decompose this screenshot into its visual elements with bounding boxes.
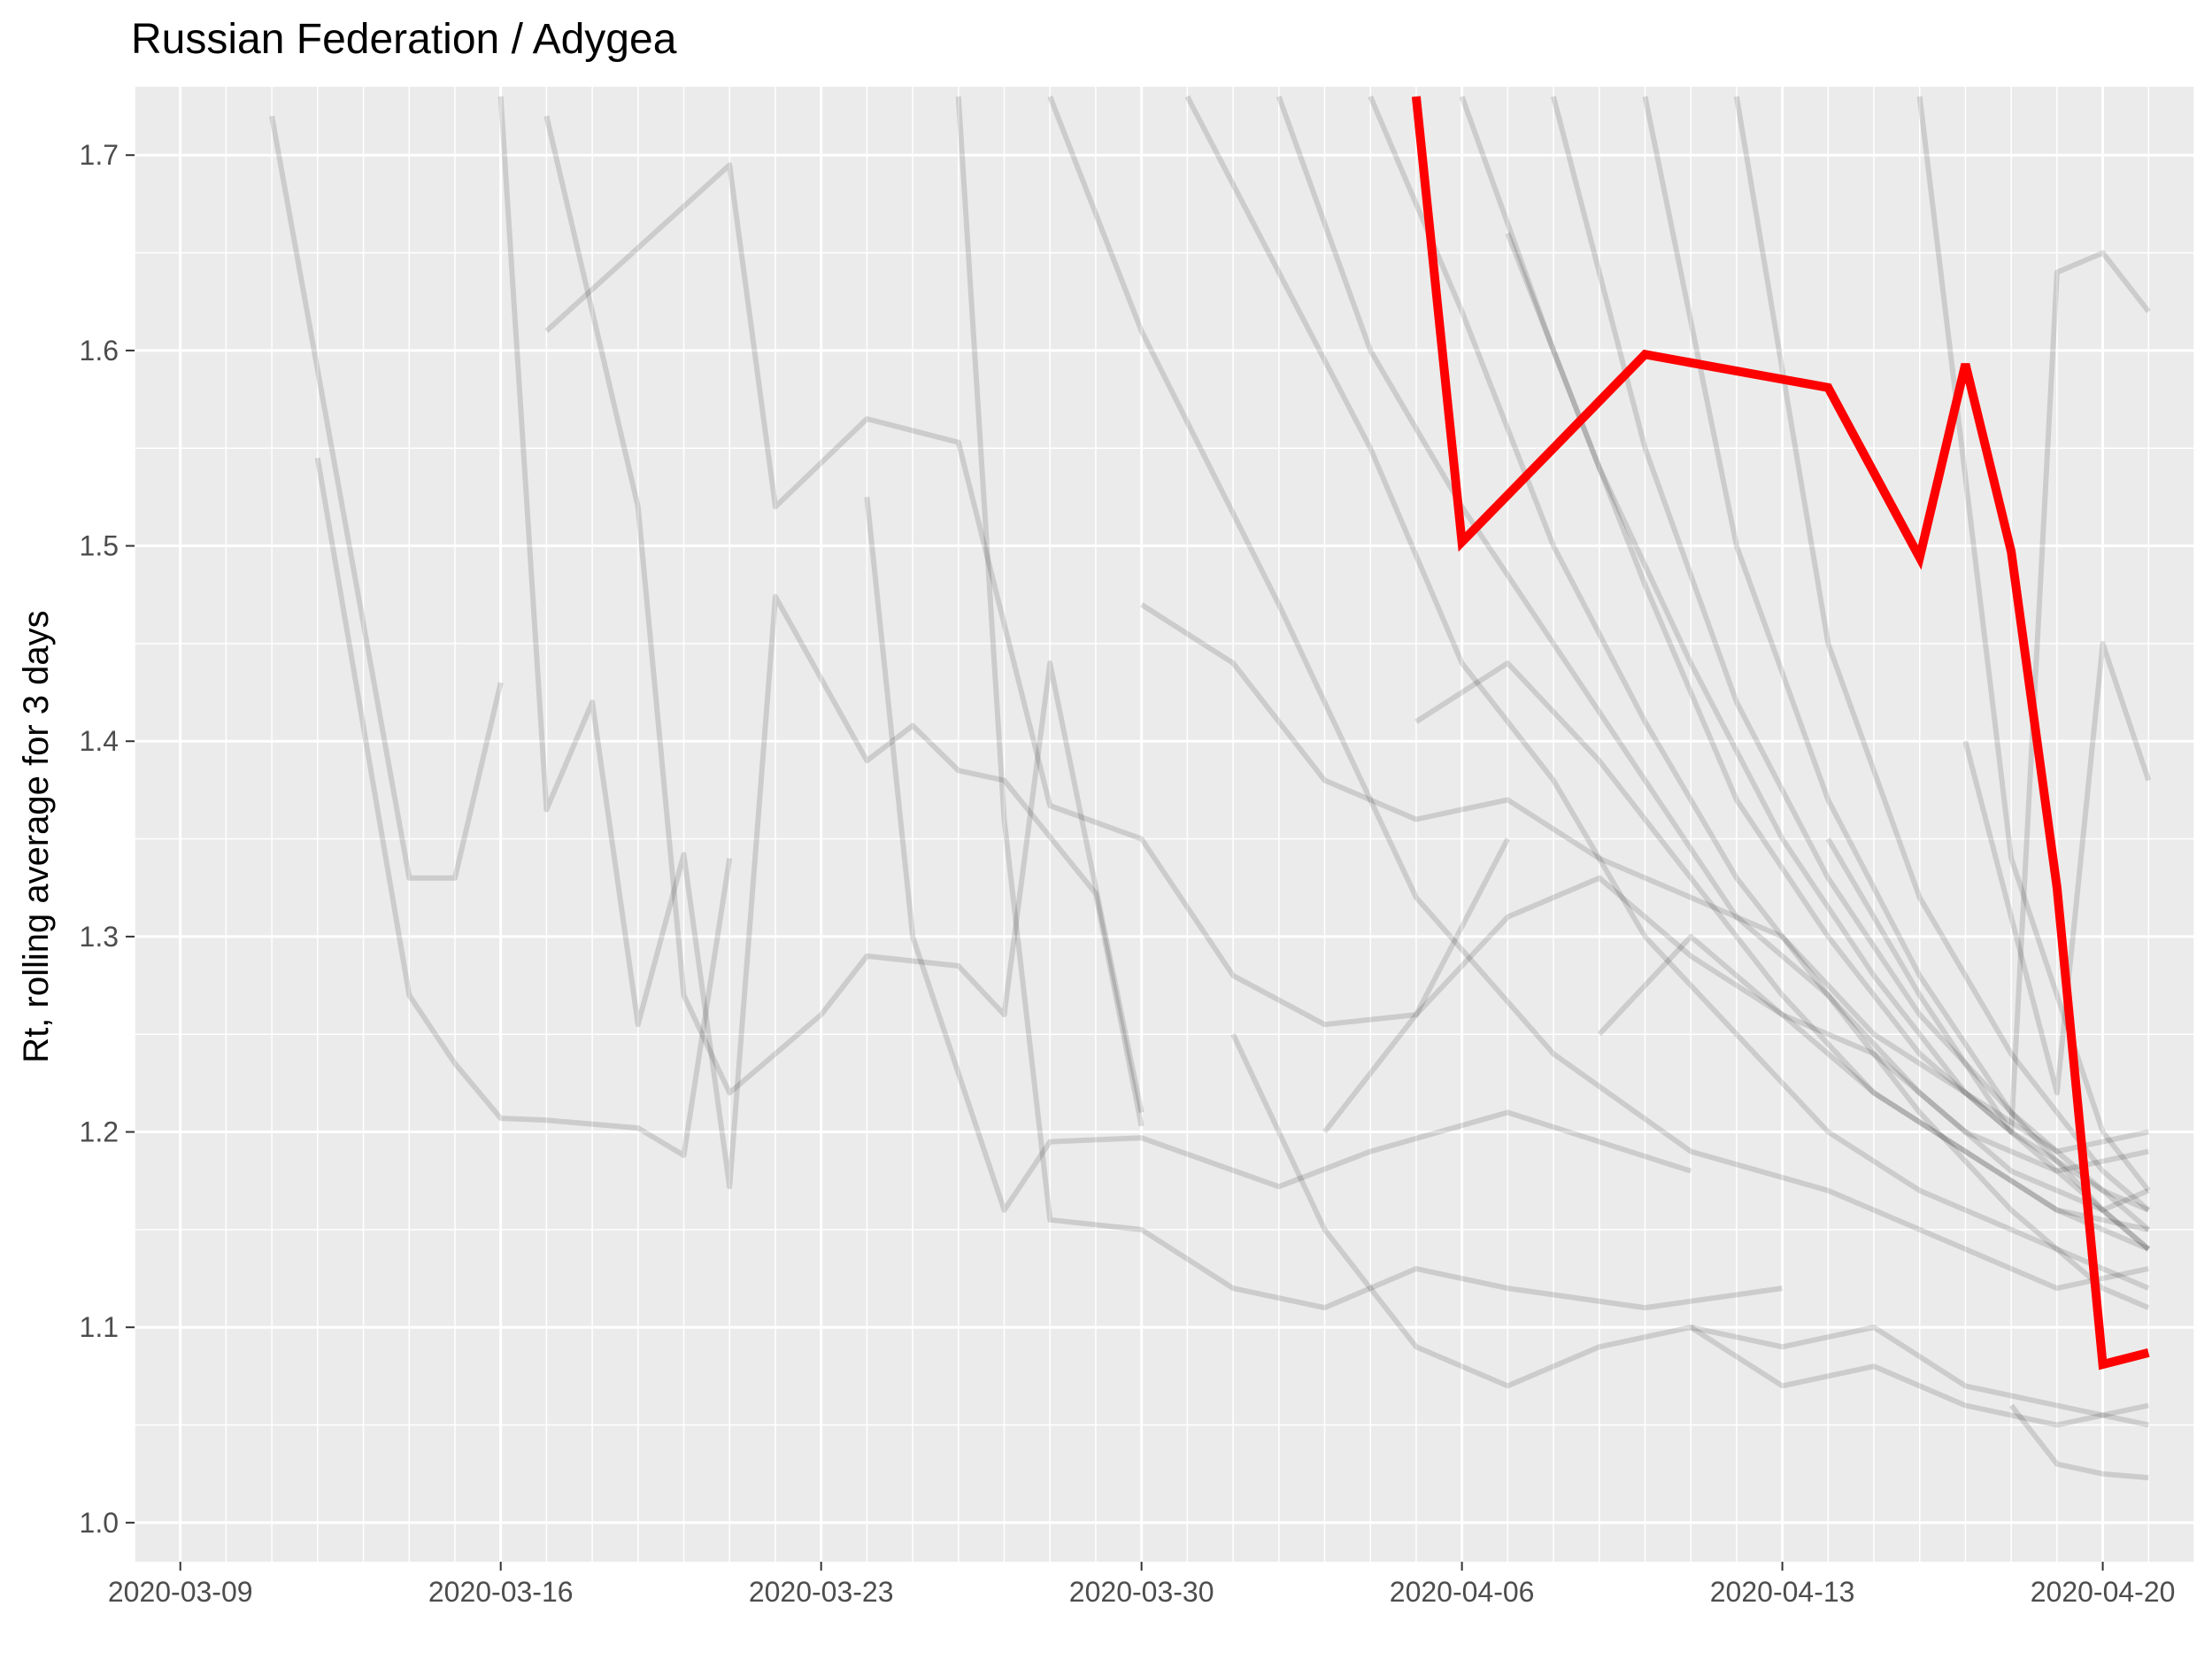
series-line bbox=[955, 96, 1784, 1311]
series-line bbox=[1139, 602, 2149, 1154]
series-line bbox=[1505, 232, 2151, 1252]
y-tick-label: 1.6 bbox=[80, 335, 119, 367]
series-line bbox=[864, 497, 1692, 1213]
y-axis-label: Rt, rolling average for 3 days bbox=[17, 610, 56, 1062]
x-tick-label: 2020-04-20 bbox=[2031, 1576, 2176, 1608]
y-tick-label: 1.1 bbox=[80, 1311, 119, 1343]
series-line bbox=[1230, 1032, 2149, 1428]
series-line bbox=[1414, 660, 2149, 1232]
series-line bbox=[1916, 96, 2151, 1193]
x-tick-label: 2020-04-06 bbox=[1390, 1576, 1535, 1608]
series-line bbox=[1368, 95, 2150, 1310]
series-line bbox=[1276, 95, 2150, 1213]
y-tick-label: 1.3 bbox=[80, 921, 119, 953]
y-tick-label: 1.0 bbox=[80, 1507, 119, 1539]
series-line bbox=[1459, 95, 2150, 1213]
x-tick-label: 2020-03-16 bbox=[428, 1576, 574, 1608]
series-line bbox=[2008, 1403, 2149, 1481]
series-line bbox=[543, 115, 1145, 1114]
series-line bbox=[1184, 95, 2150, 1291]
series-line bbox=[1962, 640, 2152, 1096]
series-line bbox=[544, 162, 1510, 1028]
plot-panel bbox=[135, 87, 2194, 1562]
y-tick-label: 1.4 bbox=[80, 725, 119, 757]
series-line bbox=[1642, 96, 2151, 1252]
series-line bbox=[1597, 933, 2150, 1252]
series-line bbox=[1690, 1324, 2149, 1428]
series-line bbox=[1733, 96, 2151, 1213]
x-tick-label: 2020-03-23 bbox=[749, 1576, 894, 1608]
y-tick-label: 1.7 bbox=[80, 139, 119, 171]
y-tick-label: 1.5 bbox=[80, 530, 119, 562]
series-line bbox=[1322, 875, 2149, 1174]
series-lines bbox=[269, 95, 2152, 1481]
series-line bbox=[314, 457, 733, 1158]
grid-lines bbox=[134, 87, 2195, 1562]
series-line bbox=[1047, 95, 2149, 1292]
chart-title: Russian Federation / Adygea bbox=[131, 16, 677, 63]
axes: 2020-03-09 2020-03-16 2020-03-23 2020-03-30… bbox=[80, 139, 2176, 1608]
x-tick-label: 2020-04-13 bbox=[1710, 1576, 1855, 1608]
x-tick-label: 2020-03-09 bbox=[108, 1576, 253, 1608]
series-line bbox=[497, 96, 1145, 1190]
highlight-series-layer bbox=[1411, 96, 2150, 1370]
highlight-series-line bbox=[1411, 96, 2150, 1370]
y-tick-label: 1.2 bbox=[80, 1116, 119, 1148]
series-line bbox=[269, 115, 504, 881]
x-tick-label: 2020-03-30 bbox=[1069, 1576, 1214, 1608]
